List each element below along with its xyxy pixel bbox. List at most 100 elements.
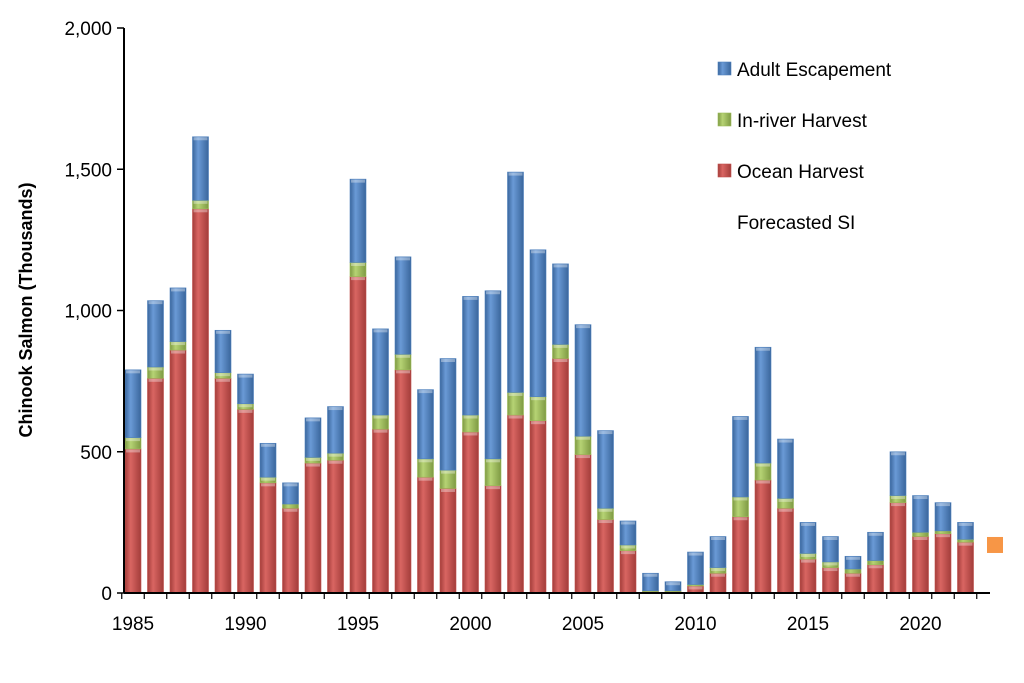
- bar-adult-escapement-1987: [169, 287, 187, 342]
- bar-adult-escapement-2009: [664, 581, 682, 592]
- x-tick-label: 2010: [674, 614, 716, 635]
- bar-in-river-harvest-2017: [844, 568, 862, 574]
- bar-ocean-harvest-2015: [799, 558, 817, 594]
- bar-adult-escapement-2011: [709, 536, 727, 568]
- bar-cap-ocean-harvest-2012: [733, 517, 748, 521]
- bar-cap-ocean-harvest-1991: [261, 483, 275, 487]
- bar-in-river-harvest-2021: [934, 530, 952, 534]
- bar-cap-adult-escapement-2011: [711, 537, 725, 540]
- bar-cap-in-river-harvest-1993: [306, 457, 320, 461]
- bar-adult-escapement-2006: [597, 430, 614, 509]
- bar-cap-in-river-harvest-2003: [531, 397, 545, 401]
- bar-adult-escapement-2010: [687, 551, 704, 585]
- bar-adult-escapement-1991: [259, 442, 277, 478]
- bar-adult-escapement-2014: [777, 438, 794, 499]
- bar-adult-escapement-2008: [642, 572, 659, 592]
- bar-cap-adult-escapement-2002: [508, 172, 523, 176]
- x-tick-label: 2005: [562, 614, 604, 635]
- bar-cap-adult-escapement-2006: [598, 431, 613, 435]
- y-axis-label: Chinook Salmon (Thousands): [16, 182, 36, 437]
- bar-cap-adult-escapement-2017: [846, 556, 860, 560]
- bar-adult-escapement-2003: [529, 249, 547, 397]
- bar-ocean-harvest-1988: [192, 208, 209, 594]
- bar-cap-in-river-harvest-1991: [261, 477, 275, 481]
- bar-ocean-harvest-2006: [597, 519, 614, 594]
- bar-cap-in-river-harvest-2016: [823, 562, 838, 566]
- bar-cap-ocean-harvest-1998: [418, 477, 433, 481]
- bar-adult-escapement-2007: [619, 520, 637, 546]
- bar-ocean-harvest-2022: [957, 541, 974, 594]
- bar-cap-ocean-harvest-2005: [576, 455, 590, 459]
- bar-adult-escapement-2004: [552, 263, 569, 345]
- bar-adult-escapement-2013: [754, 346, 772, 464]
- bar-ocean-harvest-1987: [169, 349, 187, 594]
- bar-cap-in-river-harvest-2019: [891, 496, 905, 500]
- bar-adult-escapement-2012: [732, 416, 749, 498]
- bar-cap-ocean-harvest-2013: [756, 480, 770, 484]
- bar-cap-adult-escapement-2009: [666, 582, 680, 586]
- bar-cap-in-river-harvest-1994: [328, 453, 343, 457]
- bar-adult-escapement-1998: [417, 389, 434, 460]
- bar-adult-escapement-2019: [889, 451, 907, 496]
- bar-adult-escapement-1995: [349, 178, 367, 263]
- bar-cap-in-river-harvest-1989: [216, 373, 230, 377]
- bar-cap-ocean-harvest-2001: [486, 486, 500, 490]
- bar-cap-in-river-harvest-2007: [621, 545, 635, 549]
- bar-cap-adult-escapement-2018: [868, 532, 883, 536]
- bar-adult-escapement-2015: [799, 522, 817, 554]
- legend-label-adult-escapement: Adult Escapement: [737, 60, 892, 81]
- bar-ocean-harvest-1992: [282, 507, 299, 594]
- y-tick-label: 2,000: [64, 19, 112, 40]
- bar-ocean-harvest-1999: [439, 488, 457, 594]
- bar-cap-in-river-harvest-1996: [373, 415, 388, 419]
- bar-cap-adult-escapement-1994: [328, 407, 343, 411]
- bars-group: [124, 136, 974, 594]
- bar-cap-ocean-harvest-2000: [463, 432, 478, 436]
- bar-cap-in-river-harvest-1999: [441, 470, 455, 474]
- x-tick-label: 1985: [112, 614, 154, 635]
- bar-cap-ocean-harvest-2015: [801, 559, 815, 563]
- bar-cap-ocean-harvest-2019: [891, 503, 905, 507]
- legend-swatch-in-river-harvest: [717, 112, 732, 127]
- bar-cap-ocean-harvest-2010: [688, 586, 703, 590]
- bar-cap-in-river-harvest-1995: [351, 262, 365, 266]
- bar-cap-ocean-harvest-1992: [283, 508, 298, 512]
- bar-cap-in-river-harvest-1988: [193, 200, 208, 204]
- bar-cap-in-river-harvest-1990: [238, 404, 253, 408]
- bar-cap-ocean-harvest-1988: [193, 209, 208, 213]
- bar-cap-adult-escapement-1993: [306, 418, 320, 422]
- bar-cap-ocean-harvest-1986: [148, 378, 163, 382]
- bar-cap-ocean-harvest-2017: [846, 573, 860, 577]
- bar-ocean-harvest-1993: [304, 462, 322, 594]
- bar-cap-ocean-harvest-1994: [328, 460, 343, 464]
- bar-cap-ocean-harvest-1989: [216, 378, 230, 382]
- bar-cap-ocean-harvest-1990: [238, 409, 253, 413]
- bar-cap-ocean-harvest-2021: [936, 534, 950, 538]
- bar-cap-in-river-harvest-2000: [463, 415, 478, 419]
- bar-cap-adult-escapement-2001: [486, 291, 500, 295]
- bar-adult-escapement-1988: [192, 136, 209, 201]
- bar-in-river-harvest-2022: [957, 539, 974, 543]
- bar-cap-in-river-harvest-2014: [778, 498, 793, 502]
- bar-cap-ocean-harvest-1993: [306, 463, 320, 467]
- bar-cap-in-river-harvest-1997: [396, 354, 410, 358]
- bar-adult-escapement-1985: [124, 369, 142, 438]
- bar-in-river-harvest-2018: [867, 560, 884, 566]
- bar-cap-adult-escapement-1998: [418, 390, 433, 394]
- bar-cap-ocean-harvest-2006: [598, 520, 613, 524]
- bar-cap-in-river-harvest-2002: [508, 392, 523, 396]
- bar-adult-escapement-1993: [304, 417, 322, 458]
- bar-ocean-harvest-1995: [349, 276, 367, 594]
- bar-cap-adult-escapement-1987: [171, 288, 185, 292]
- bar-adult-escapement-2020: [912, 495, 929, 533]
- bar-ocean-harvest-1986: [147, 377, 164, 594]
- x-ticks-group: 1985 1990 1995 2000 2005 2010 2015 2020: [112, 593, 978, 635]
- bar-cap-ocean-harvest-1997: [396, 370, 410, 374]
- bar-cap-adult-escapement-2012: [733, 416, 748, 420]
- bar-cap-adult-escapement-2019: [891, 452, 905, 456]
- bar-ocean-harvest-2003: [529, 420, 547, 594]
- bar-cap-ocean-harvest-1995: [351, 277, 365, 281]
- bar-ocean-harvest-1998: [417, 476, 434, 594]
- bar-adult-escapement-2000: [462, 296, 479, 416]
- bar-cap-adult-escapement-1986: [148, 301, 163, 305]
